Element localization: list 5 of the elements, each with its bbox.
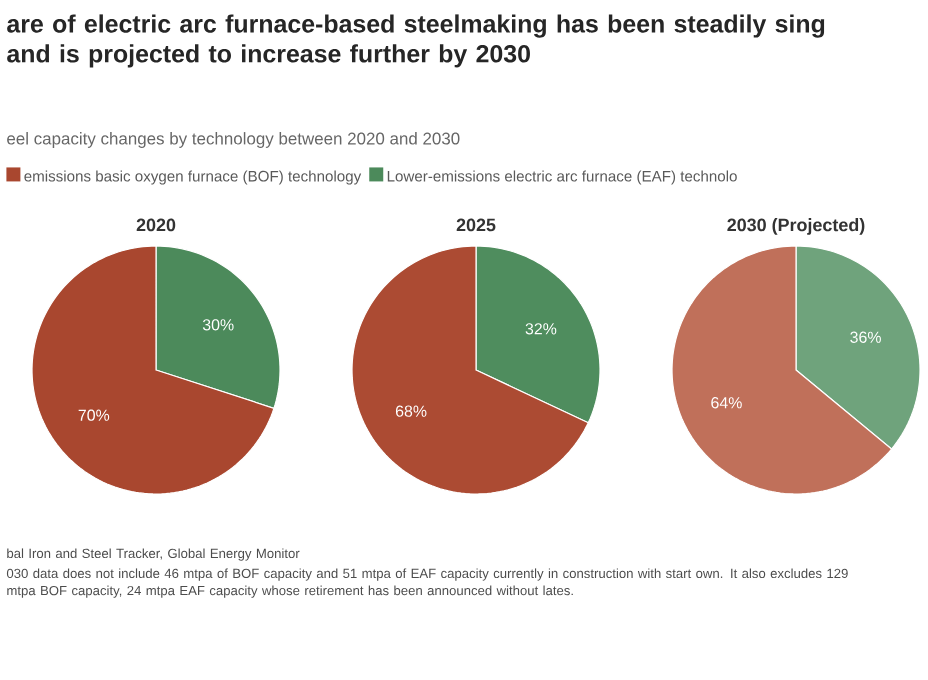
- chart-title: 2025: [456, 218, 496, 232]
- chart-title: 2030 (Projected): [727, 218, 865, 235]
- text: are of electric arc furnace-based steelmaking has been steadily sing and is projected to increase further by 2030: [7, 14, 825, 68]
- text: eel capacity changes by technology between 2020 and 2030: [7, 132, 460, 148]
- text: 2020: [136, 218, 176, 232]
